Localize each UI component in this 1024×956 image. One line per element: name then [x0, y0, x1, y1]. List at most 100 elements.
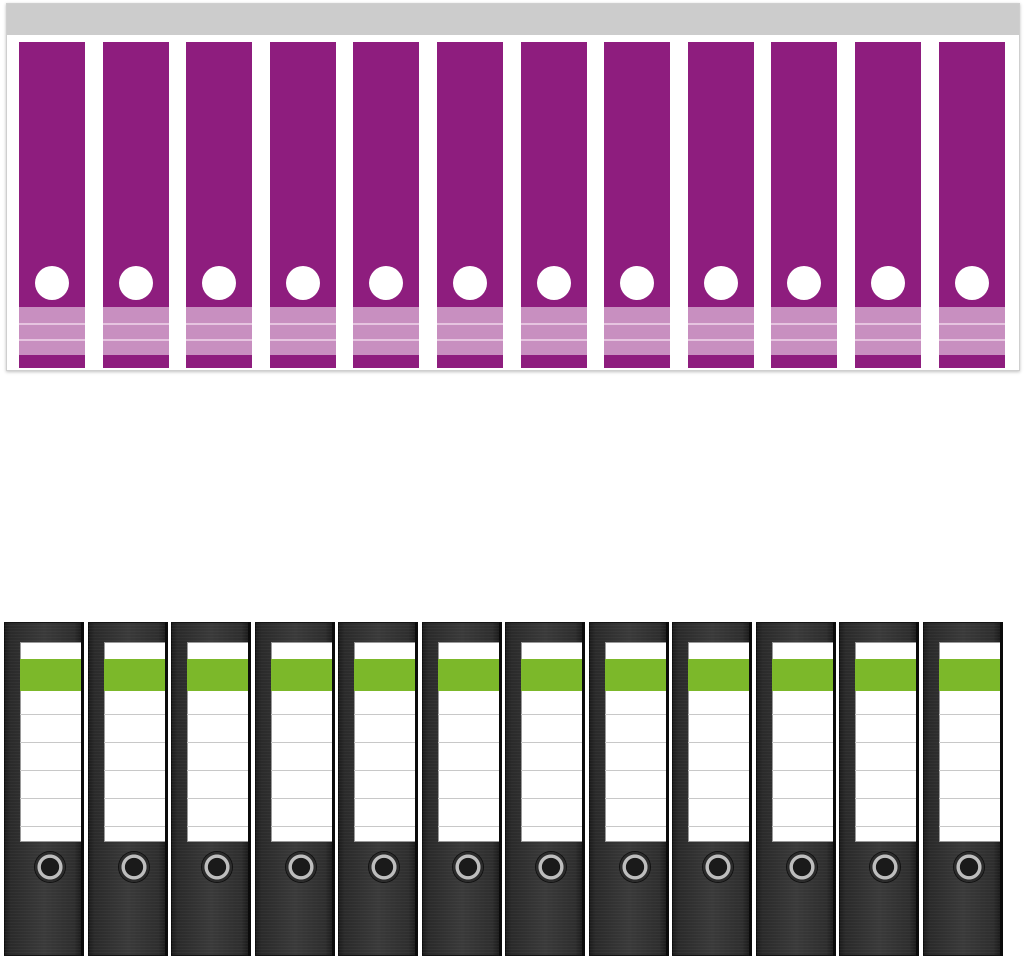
spine-label [186, 42, 253, 368]
lever-arch-binder [755, 622, 836, 956]
binder-label-line [437, 742, 500, 743]
binder-label-line [604, 826, 667, 827]
label-band [855, 325, 921, 339]
label-band [604, 341, 671, 355]
label-band [19, 355, 85, 368]
label-band [520, 323, 587, 325]
binder-label-line [354, 798, 416, 799]
binder-label-line [270, 826, 333, 827]
label-band [19, 307, 85, 323]
binder-label-line [604, 770, 667, 771]
binder-label-line [855, 798, 917, 799]
binder-label-line [855, 770, 917, 771]
binder-edge [749, 622, 752, 956]
binder-color-band [521, 659, 583, 691]
binder-label-line [354, 826, 416, 827]
binder-label-window [103, 642, 166, 842]
binder-label-line [688, 798, 750, 799]
binder-label-line [771, 798, 834, 799]
binder-label-line [270, 714, 333, 715]
spine-label [353, 42, 420, 368]
finger-hole-circle [703, 266, 738, 300]
label-band [437, 325, 503, 339]
label-color-field [19, 42, 85, 307]
label-band [437, 355, 503, 368]
label-band [353, 325, 420, 339]
binder-color-band [20, 659, 82, 691]
binder-label-line [103, 770, 166, 771]
label-band [102, 341, 169, 355]
finger-hole-circle [620, 266, 655, 300]
label-band [687, 355, 754, 368]
spine-label [604, 42, 671, 368]
binder-label-line [604, 714, 667, 715]
label-band [437, 323, 503, 325]
binder-label-line [855, 826, 917, 827]
binder-label-line [20, 798, 82, 799]
label-band [520, 339, 587, 341]
label-band [353, 323, 420, 325]
binder-finger-ring [452, 852, 483, 882]
label-band [938, 323, 1005, 325]
spine-label [102, 42, 169, 368]
label-band [520, 341, 587, 355]
label-band [771, 339, 838, 341]
label-band [604, 339, 671, 341]
label-band [687, 323, 754, 325]
label-band [353, 341, 420, 355]
binder-edge [582, 622, 585, 956]
binder-color-band [187, 659, 249, 691]
binder-color-band [270, 659, 333, 691]
binder-finger-ring [118, 852, 149, 882]
finger-hole-circle [202, 266, 237, 300]
lever-arch-binder [672, 622, 752, 956]
binder-label-window [855, 642, 917, 842]
spine-label [19, 42, 85, 368]
binder-finger-ring [619, 852, 650, 882]
label-band [269, 341, 336, 355]
binder-label-line [604, 798, 667, 799]
label-band [520, 325, 587, 339]
label-band [269, 325, 336, 339]
label-band [855, 355, 921, 368]
label-band [353, 355, 420, 368]
binder-edge [331, 622, 335, 956]
label-band [19, 341, 85, 355]
binder-label-line [187, 826, 249, 827]
label-band [855, 307, 921, 323]
label-band [687, 307, 754, 323]
label-band [604, 307, 671, 323]
label-band [771, 307, 838, 323]
binder-label-line [103, 798, 166, 799]
binder-label-line [437, 770, 500, 771]
label-band [938, 325, 1005, 339]
binder-color-band [437, 659, 500, 691]
binder-label-line [521, 714, 583, 715]
label-band [186, 307, 253, 323]
binder-label-line [103, 742, 166, 743]
label-band [437, 341, 503, 355]
lever-arch-binder [839, 622, 919, 956]
binder-label-line [771, 714, 834, 715]
label-color-field [269, 42, 336, 307]
binder-label-line [521, 798, 583, 799]
label-band [938, 307, 1005, 323]
label-band [102, 325, 169, 339]
finger-hole-circle [369, 266, 404, 300]
binder-label-line [771, 742, 834, 743]
binder-label-line [270, 770, 333, 771]
spine-label [520, 42, 587, 368]
binder-label-line [354, 770, 416, 771]
binder-label-line [187, 770, 249, 771]
binder-label-window [437, 642, 500, 842]
label-band [855, 323, 921, 325]
label-band [353, 339, 420, 341]
binder-edge [999, 622, 1003, 956]
label-color-field [437, 42, 503, 307]
binder-label-line [688, 714, 750, 715]
label-band [186, 323, 253, 325]
finger-hole-circle [871, 266, 905, 300]
label-band [520, 307, 587, 323]
label-band [604, 323, 671, 325]
binder-edge [248, 622, 251, 956]
